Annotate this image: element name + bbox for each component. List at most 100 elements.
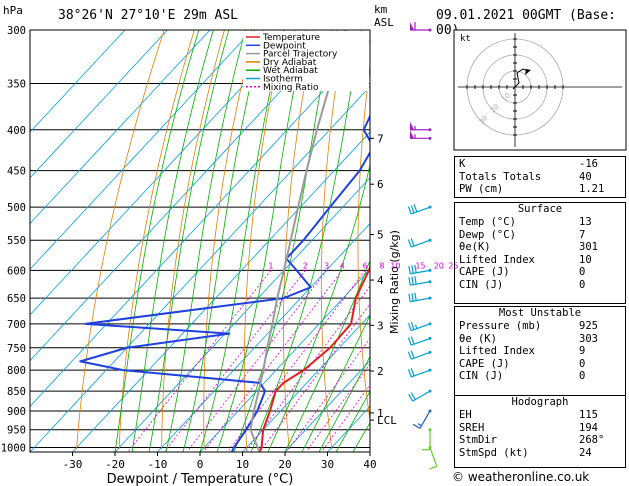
mixing-ratio-label: 1 xyxy=(268,261,273,270)
index-row: Lifted Index 9 xyxy=(455,345,625,358)
index-value: 301 xyxy=(579,241,598,254)
legend-label: Dewpoint xyxy=(263,41,306,51)
barb-full xyxy=(407,239,412,248)
index-value: 1.21 xyxy=(579,183,605,196)
isotherm-line xyxy=(30,30,168,179)
km-tick-label: 2 xyxy=(377,365,384,378)
barb-full xyxy=(414,276,417,285)
pressure-tick-label: 1000 xyxy=(1,443,26,455)
index-label: Lifted Index xyxy=(459,253,535,266)
x-tick-label: -10 xyxy=(148,458,168,471)
x-tick-label: 0 xyxy=(197,458,204,471)
wet-adiabat-line xyxy=(131,30,214,452)
index-row: Pressure (mb) 925 xyxy=(455,320,625,333)
most-unstable-box: Most Unstable Pressure (mb) 925 θe (K) 303 Li… xyxy=(454,306,626,396)
barb-full xyxy=(411,293,414,302)
wet-adiabat-line xyxy=(233,30,333,452)
wet-adiabat-line xyxy=(148,30,230,452)
barb-station xyxy=(428,280,432,284)
pressure-unit-label: hPa xyxy=(3,4,23,17)
isotherm-line xyxy=(30,30,253,270)
barb-staff xyxy=(412,390,431,402)
mixing-ratio-line xyxy=(203,270,343,452)
pressure-tick-label: 700 xyxy=(7,319,26,331)
wet-adiabat-line xyxy=(301,314,370,452)
index-value: 194 xyxy=(579,421,598,434)
wind-barb xyxy=(407,368,432,378)
indices-top-box: K -16 Totals Totals 40 PW (cm) 1.21 xyxy=(454,156,626,198)
isotherm-line xyxy=(30,85,370,452)
plot-frame xyxy=(29,29,371,453)
dry-adiabat-line xyxy=(203,30,255,450)
wind-barb xyxy=(408,276,432,286)
km-tick-label: 3 xyxy=(377,319,384,332)
copyright-footer: © weatheronline.co.uk xyxy=(452,470,590,484)
barb-staff xyxy=(429,447,438,467)
pressure-tick-label: 900 xyxy=(7,406,26,418)
profile-temperature xyxy=(258,264,370,452)
index-row: CIN (J) 0 xyxy=(455,370,625,383)
barb-station xyxy=(428,268,432,272)
index-value: 0 xyxy=(579,266,586,279)
legend-label: Isotherm xyxy=(263,75,303,85)
hodograph-unit: kt xyxy=(460,34,471,44)
dry-adiabat-line xyxy=(357,63,370,424)
barb-full xyxy=(408,293,411,302)
pressure-tick-label: 300 xyxy=(7,25,26,37)
barb-half xyxy=(417,423,422,427)
wet-adiabat-line xyxy=(267,163,370,452)
index-row: CAPE (J) 0 xyxy=(455,266,625,279)
barb-full xyxy=(407,206,412,215)
km-tick-label: 6 xyxy=(377,178,384,191)
section-title: Hodograph xyxy=(511,396,569,408)
legend-label: Wet Adiabat xyxy=(263,66,318,76)
pressure-tick-label: 800 xyxy=(7,365,26,377)
legend-background xyxy=(243,31,369,91)
wind-barb xyxy=(408,264,432,275)
section-title: Most Unstable xyxy=(498,307,582,319)
wind-barb xyxy=(407,336,432,346)
index-row: SREH 194 xyxy=(455,422,625,435)
barb-full xyxy=(407,351,412,360)
barb-full xyxy=(414,264,417,273)
wind-barb xyxy=(412,409,432,429)
index-value: 0 xyxy=(579,370,586,383)
barb-full xyxy=(407,337,412,346)
mixing-ratio-label: 2 xyxy=(303,261,308,270)
x-tick-label: -20 xyxy=(105,458,125,471)
barb-full xyxy=(411,276,414,285)
mixing-ratio-label: 20 xyxy=(434,261,444,270)
index-label: StmSpd (kt) xyxy=(459,446,529,459)
barb-full xyxy=(408,265,411,274)
index-value: 9 xyxy=(579,345,586,358)
index-row: θe(K) 301 xyxy=(455,241,625,254)
wind-barbs xyxy=(407,22,438,470)
mixing-ratio-line xyxy=(187,270,327,452)
barb-staff xyxy=(419,410,431,429)
isotherm-line xyxy=(157,222,370,452)
index-row: CAPE (J) 0 xyxy=(455,358,625,371)
wind-barb xyxy=(428,446,438,470)
barb-pennant xyxy=(410,130,414,139)
barb-station xyxy=(428,368,432,372)
index-value: 13 xyxy=(579,216,592,228)
km-tick-label: 7 xyxy=(377,132,384,145)
wet-adiabat-line xyxy=(165,30,246,452)
wind-barb xyxy=(410,22,432,32)
barb-full xyxy=(410,238,415,247)
wet-adiabat-line xyxy=(199,30,284,452)
pressure-tick-label: 550 xyxy=(7,235,26,247)
x-tick-label: 10 xyxy=(236,458,249,471)
wind-barb xyxy=(408,389,432,402)
km-label: km xyxy=(374,3,388,16)
index-value: 115 xyxy=(579,409,598,421)
index-label: CAPE (J) xyxy=(459,357,510,370)
barb-station xyxy=(428,205,432,209)
index-label: SREH xyxy=(459,421,485,434)
mixing-ratio-label: 4 xyxy=(340,261,345,270)
pressure-tick-label: 400 xyxy=(7,125,26,137)
barb-station xyxy=(428,128,432,132)
barb-full xyxy=(410,336,415,345)
pressure-tick-label: 650 xyxy=(7,293,26,305)
